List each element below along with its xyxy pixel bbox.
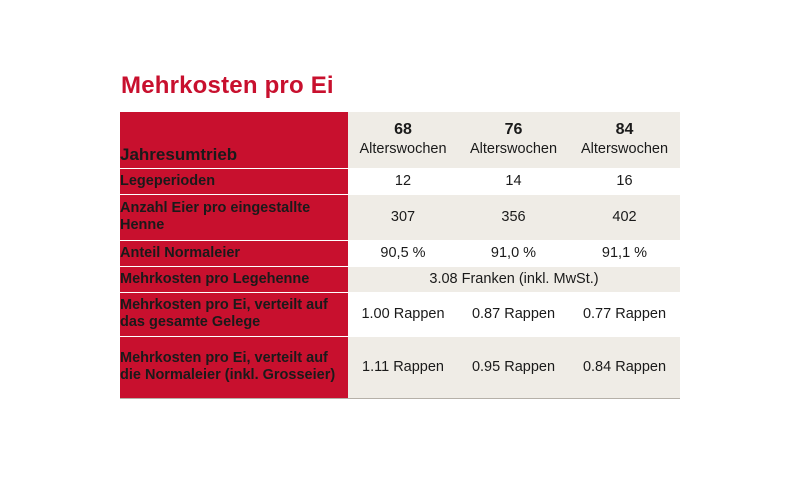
row-value: 90,5 % bbox=[348, 240, 458, 267]
row-label: Mehrkosten pro Ei, verteilt auf das gesa… bbox=[120, 292, 348, 337]
row-value: 16 bbox=[569, 168, 680, 195]
table-row: Anzahl Eier pro eingestallte Henne 307 3… bbox=[120, 194, 680, 241]
table-row: Legeperioden 12 14 16 bbox=[120, 168, 680, 195]
row-value: 91,1 % bbox=[569, 240, 680, 267]
header-column-84: 84 Alterswochen bbox=[569, 112, 680, 169]
header-unit: Alterswochen bbox=[580, 141, 669, 158]
row-value: 356 bbox=[458, 194, 569, 241]
row-label: Mehrkosten pro Ei, verteilt auf die Norm… bbox=[120, 336, 348, 399]
row-label: Mehrkosten pro Legehenne bbox=[120, 266, 348, 293]
header-unit: Alterswochen bbox=[359, 141, 447, 158]
row-value: 12 bbox=[348, 168, 458, 195]
row-value: 0.87 Rappen bbox=[458, 292, 569, 337]
table-header-row: Jahresumtrieb 68 Alterswochen 76 Altersw… bbox=[120, 112, 680, 169]
cost-table: Jahresumtrieb 68 Alterswochen 76 Altersw… bbox=[120, 112, 680, 399]
row-value: 14 bbox=[458, 168, 569, 195]
row-value: 402 bbox=[569, 194, 680, 241]
row-value: 0.95 Rappen bbox=[458, 336, 569, 399]
header-unit: Alterswochen bbox=[469, 141, 558, 158]
table-row: Mehrkosten pro Ei, verteilt auf die Norm… bbox=[120, 336, 680, 399]
table-title: Mehrkosten pro Ei bbox=[121, 72, 334, 99]
header-column-68: 68 Alterswochen bbox=[348, 112, 458, 169]
row-value: 1.00 Rappen bbox=[348, 292, 458, 337]
table-row: Anteil Normaleier 90,5 % 91,0 % 91,1 % bbox=[120, 240, 680, 267]
header-number: 68 bbox=[394, 121, 412, 139]
row-label: Anzahl Eier pro eingestallte Henne bbox=[120, 194, 348, 241]
row-value: 0.84 Rappen bbox=[569, 336, 680, 399]
header-number: 76 bbox=[504, 121, 523, 139]
header-column-76: 76 Alterswochen bbox=[458, 112, 569, 169]
header-number: 84 bbox=[615, 121, 634, 139]
table-row: Mehrkosten pro Legehenne 3.08 Franken (i… bbox=[120, 266, 680, 293]
table-row: Mehrkosten pro Ei, verteilt auf das gesa… bbox=[120, 292, 680, 337]
row-label: Anteil Normaleier bbox=[120, 240, 348, 267]
header-label: Jahresumtrieb bbox=[120, 112, 348, 169]
row-value: 0.77 Rappen bbox=[569, 292, 680, 337]
row-value: 307 bbox=[348, 194, 458, 241]
row-value: 1.11 Rappen bbox=[348, 336, 458, 399]
merged-value: 3.08 Franken (inkl. MwSt.) bbox=[348, 266, 680, 293]
row-label: Legeperioden bbox=[120, 168, 348, 195]
row-value: 91,0 % bbox=[458, 240, 569, 267]
